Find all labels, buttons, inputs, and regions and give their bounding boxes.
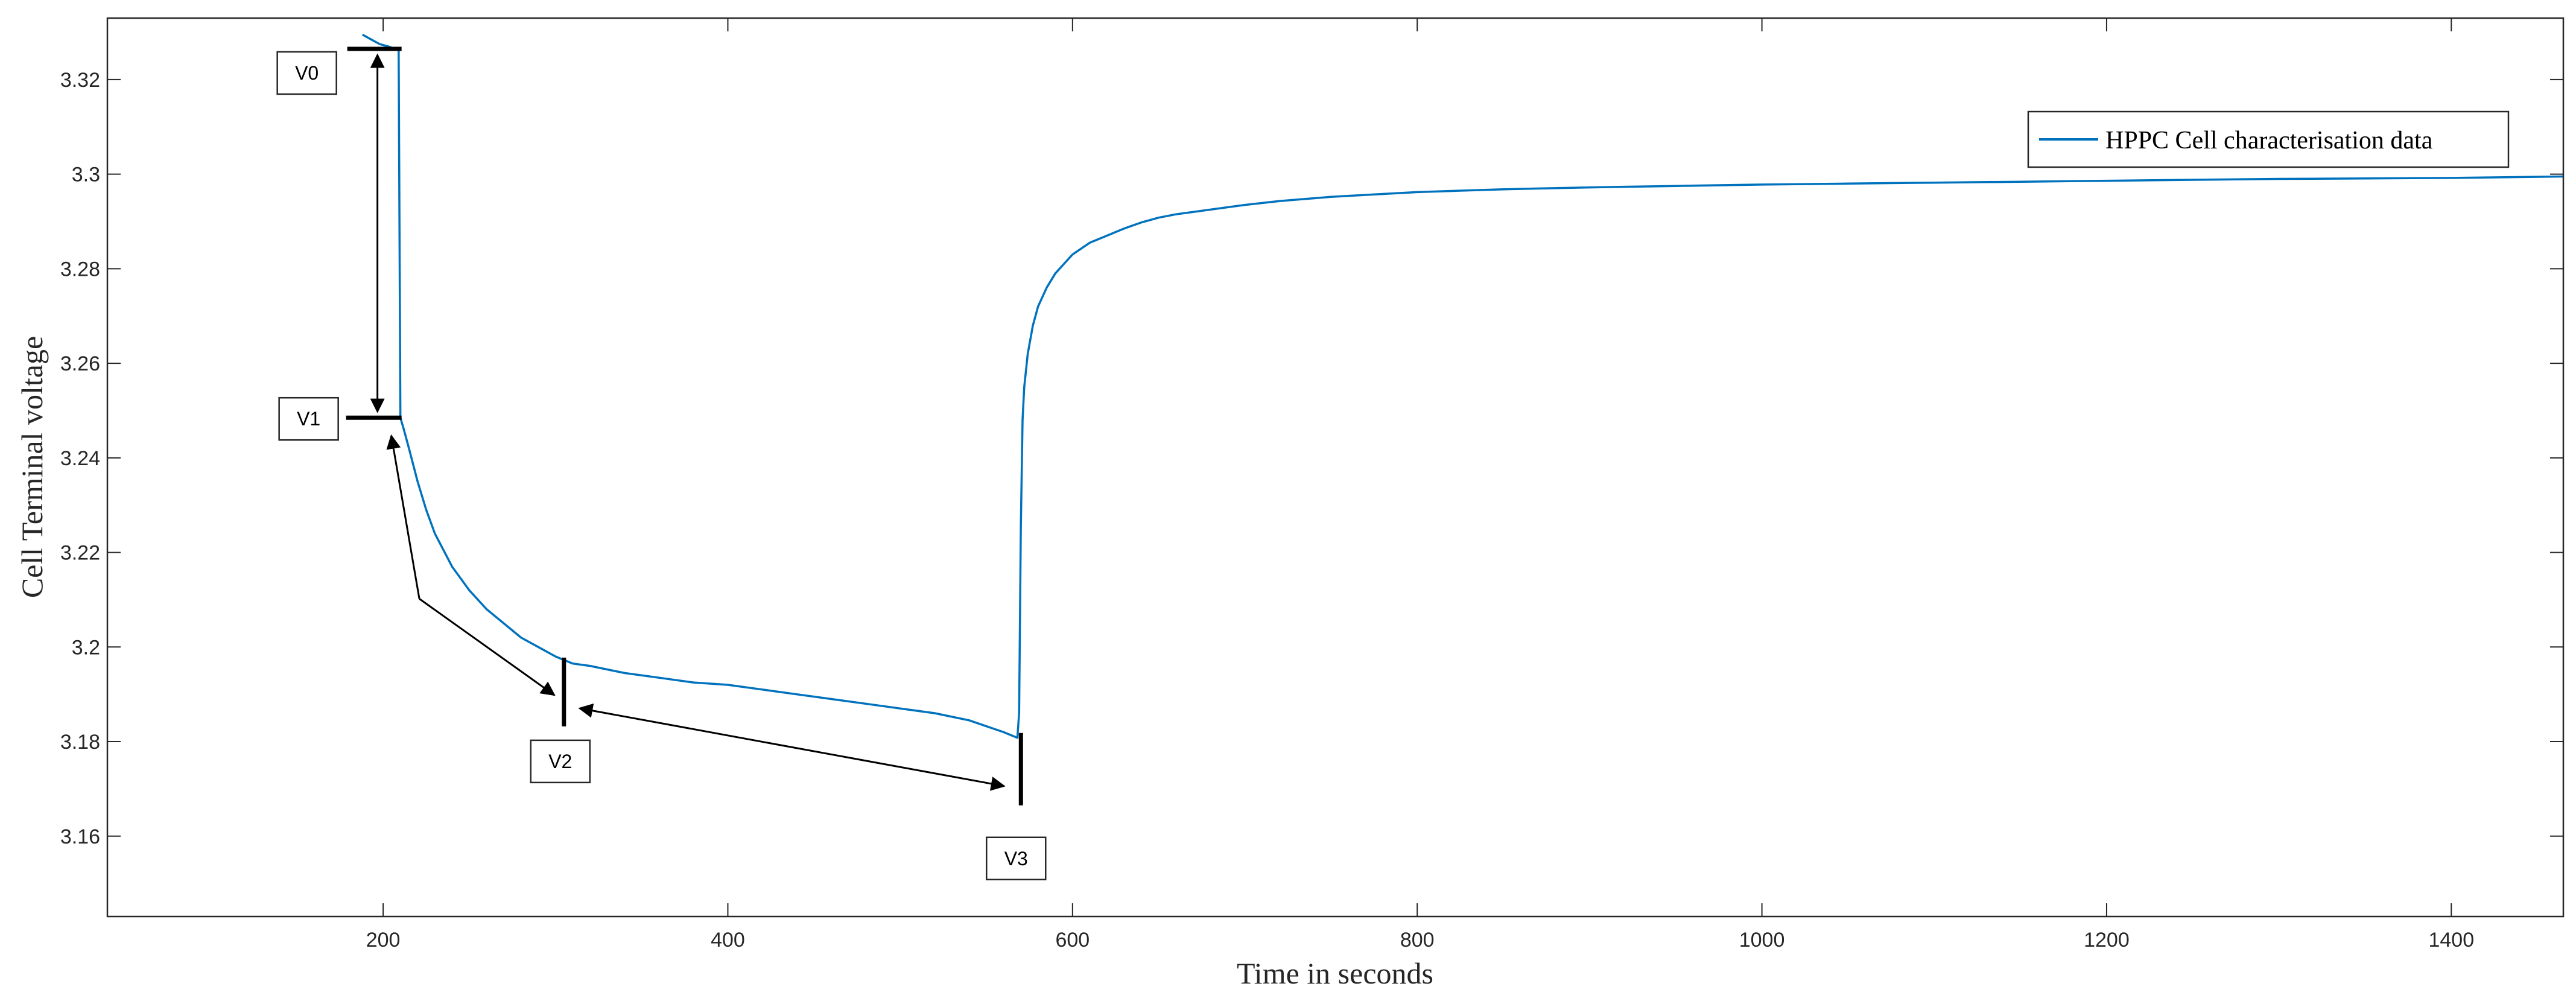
y-tick-label: 3.22	[60, 542, 100, 565]
y-tick-label: 3.28	[60, 258, 100, 281]
series-line	[361, 33, 2564, 739]
legend-label: HPPC Cell characterisation data	[2105, 127, 2433, 154]
annotation-box	[278, 396, 339, 441]
axes-frame	[106, 17, 2565, 918]
y-tick-label: 3.18	[60, 731, 100, 754]
v1-v2-arrow-down	[419, 598, 556, 696]
annotations: V0 V1 V2 V3	[276, 46, 1047, 881]
x-tick-label: 400	[711, 929, 745, 952]
x-tick-label: 1000	[1739, 929, 1785, 952]
annotation-label: V0	[295, 62, 319, 84]
annotation-box	[986, 836, 1047, 881]
annotation-label: V1	[297, 408, 320, 430]
legend-box	[2027, 110, 2510, 168]
v2-v3-arrow	[578, 703, 1006, 791]
plot-area	[361, 33, 2564, 739]
x-axis-title: Time in seconds	[1237, 956, 1433, 990]
legend: HPPC Cell characterisation data	[2027, 110, 2510, 168]
y-tick-label: 3.24	[60, 447, 100, 470]
x-tick-label: 800	[1400, 929, 1435, 952]
annotation-label: V3	[1004, 848, 1028, 869]
y-axis-title: Cell Terminal voltage	[15, 336, 49, 598]
axis-ticks: 200 400 600 800 1000 1200 1400 3.16 3.18 3.2 3.22 3…	[60, 18, 2563, 952]
y-tick-label: 3.2	[72, 636, 100, 659]
v1-v2-arrow-up	[386, 434, 420, 599]
annotation-label: V2	[548, 751, 572, 772]
x-tick-label: 200	[366, 929, 401, 952]
annotation-box	[276, 51, 337, 95]
x-tick-label: 1200	[2084, 929, 2130, 952]
y-tick-label: 3.26	[60, 352, 100, 375]
y-tick-label: 3.3	[72, 164, 100, 186]
y-tick-label: 3.32	[60, 69, 100, 92]
y-tick-label: 3.16	[60, 825, 100, 848]
x-tick-label: 600	[1055, 929, 1090, 952]
x-tick-label: 1400	[2428, 929, 2474, 952]
